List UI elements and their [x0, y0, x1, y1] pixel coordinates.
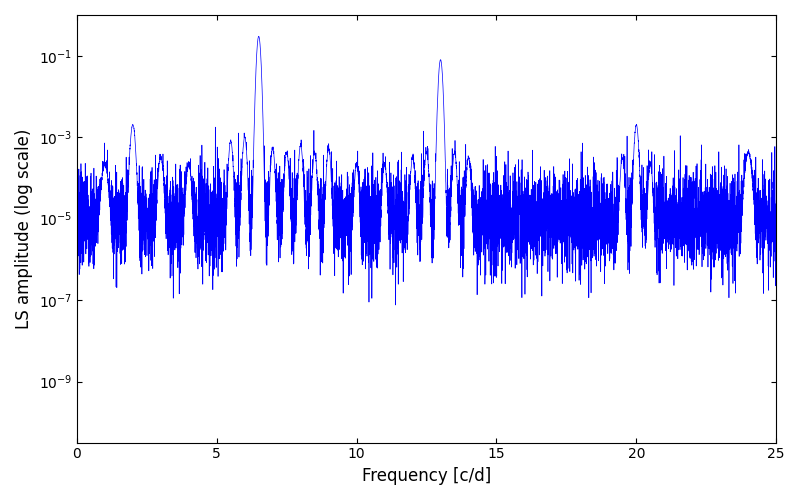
X-axis label: Frequency [c/d]: Frequency [c/d]: [362, 467, 491, 485]
Y-axis label: LS amplitude (log scale): LS amplitude (log scale): [15, 128, 33, 329]
